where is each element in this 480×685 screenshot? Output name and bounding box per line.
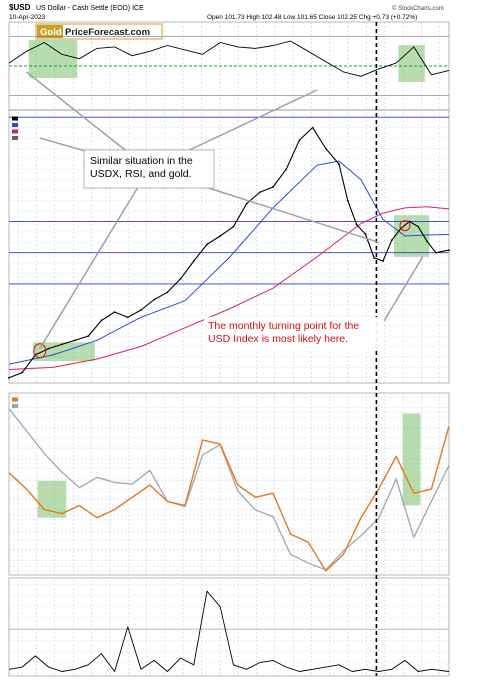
highlight-circle-left <box>33 343 47 359</box>
usd-data-point <box>126 316 129 319</box>
usd-data-point <box>258 191 261 194</box>
annotation-text-left-line1: Similar situation in the <box>90 155 193 167</box>
logo-gold-word: Gold <box>40 27 62 38</box>
usd-data-point <box>324 147 327 150</box>
gold-highlight-box-left <box>37 480 67 518</box>
usd-data-point <box>311 126 314 129</box>
usd-data-point <box>364 233 367 235</box>
chart-date: 10-Apr-2023 <box>9 14 46 21</box>
usd-data-point <box>166 291 169 294</box>
usd-data-point <box>74 339 76 342</box>
usd-data-point <box>153 298 156 301</box>
annotation-text-right: The monthly turning point for the USD Ind… <box>208 320 359 345</box>
usd-data-point <box>338 163 340 166</box>
usd-data-point <box>140 309 142 311</box>
usd-panel <box>8 109 450 384</box>
usd-data-point <box>113 311 116 314</box>
usd-data-point <box>219 235 222 237</box>
usd-legend-swatch <box>12 116 18 121</box>
ma50-line <box>8 160 450 365</box>
usd-data-point <box>206 243 208 246</box>
gold-highlight-box-right <box>402 413 421 506</box>
usd-data-point <box>382 260 384 262</box>
usd-data-point <box>346 199 349 202</box>
rsi-highlight-box-left <box>28 40 78 78</box>
annotation-text-left: Similar situation in the USDX, RSI, and g… <box>90 155 193 180</box>
usd-data-point <box>390 239 393 242</box>
usd-data-point <box>179 277 182 280</box>
logo-rest: PriceForecast.com <box>65 27 150 38</box>
gold-legend-swatch <box>12 397 18 402</box>
usd-data-point <box>21 371 24 374</box>
annotation-text-right-line2: USD Index is most likely here. <box>208 333 348 345</box>
annotation-text-left-line2: USDX, RSI, and gold. <box>90 168 192 180</box>
chart-title-desc: US Dollar - Cash Settle (EOD) ICE <box>36 5 144 12</box>
usd-data-point <box>434 251 437 254</box>
gold-panel <box>8 392 450 576</box>
usd-legend-swatch <box>12 129 18 134</box>
usd-data-point <box>8 376 10 379</box>
usd-data-point <box>426 240 428 243</box>
usd-data-point <box>285 168 288 171</box>
usd-data-point <box>355 223 358 226</box>
usd-price-line <box>8 127 450 379</box>
rsi-line <box>8 40 450 77</box>
usd-data-point <box>298 139 301 142</box>
gold-legend-swatch <box>12 404 18 408</box>
corr-line <box>8 590 450 672</box>
usd-data-point <box>47 347 50 350</box>
usd-data-point <box>100 319 103 322</box>
annotation-box-right <box>204 317 384 350</box>
silver-line <box>8 408 450 571</box>
usd-data-point <box>417 225 420 228</box>
usd-data-point <box>448 249 450 252</box>
usd-data-point <box>373 257 376 259</box>
highlight-circle-right <box>399 220 411 232</box>
rsi-highlight-box-right <box>398 45 425 82</box>
usd-legend-swatch <box>12 136 18 140</box>
corr-panel <box>8 577 450 677</box>
annotation-pointer-line <box>39 168 150 349</box>
logo-gold-badge <box>37 25 63 38</box>
ma200-line <box>8 206 450 370</box>
usd-data-point <box>60 343 63 346</box>
annotation-text-right-line1: The monthly turning point for the <box>208 320 359 332</box>
usd-data-point <box>272 186 274 188</box>
chart-title-symbol: $USD <box>9 3 31 12</box>
usd-data-point <box>87 335 90 337</box>
chart-source: © StockCharts.com <box>392 5 444 12</box>
annotation-pointer-line-right <box>383 256 424 322</box>
logo-box <box>35 23 163 40</box>
annotation-box-left <box>83 149 215 189</box>
chart-ohlc: Open 101.73 High 102.48 Low 101.65 Close… <box>207 14 417 21</box>
usd-data-point <box>192 260 195 262</box>
usd-data-point <box>245 202 248 205</box>
usd-legend-swatch <box>12 123 18 127</box>
usd-data-point <box>232 225 235 228</box>
